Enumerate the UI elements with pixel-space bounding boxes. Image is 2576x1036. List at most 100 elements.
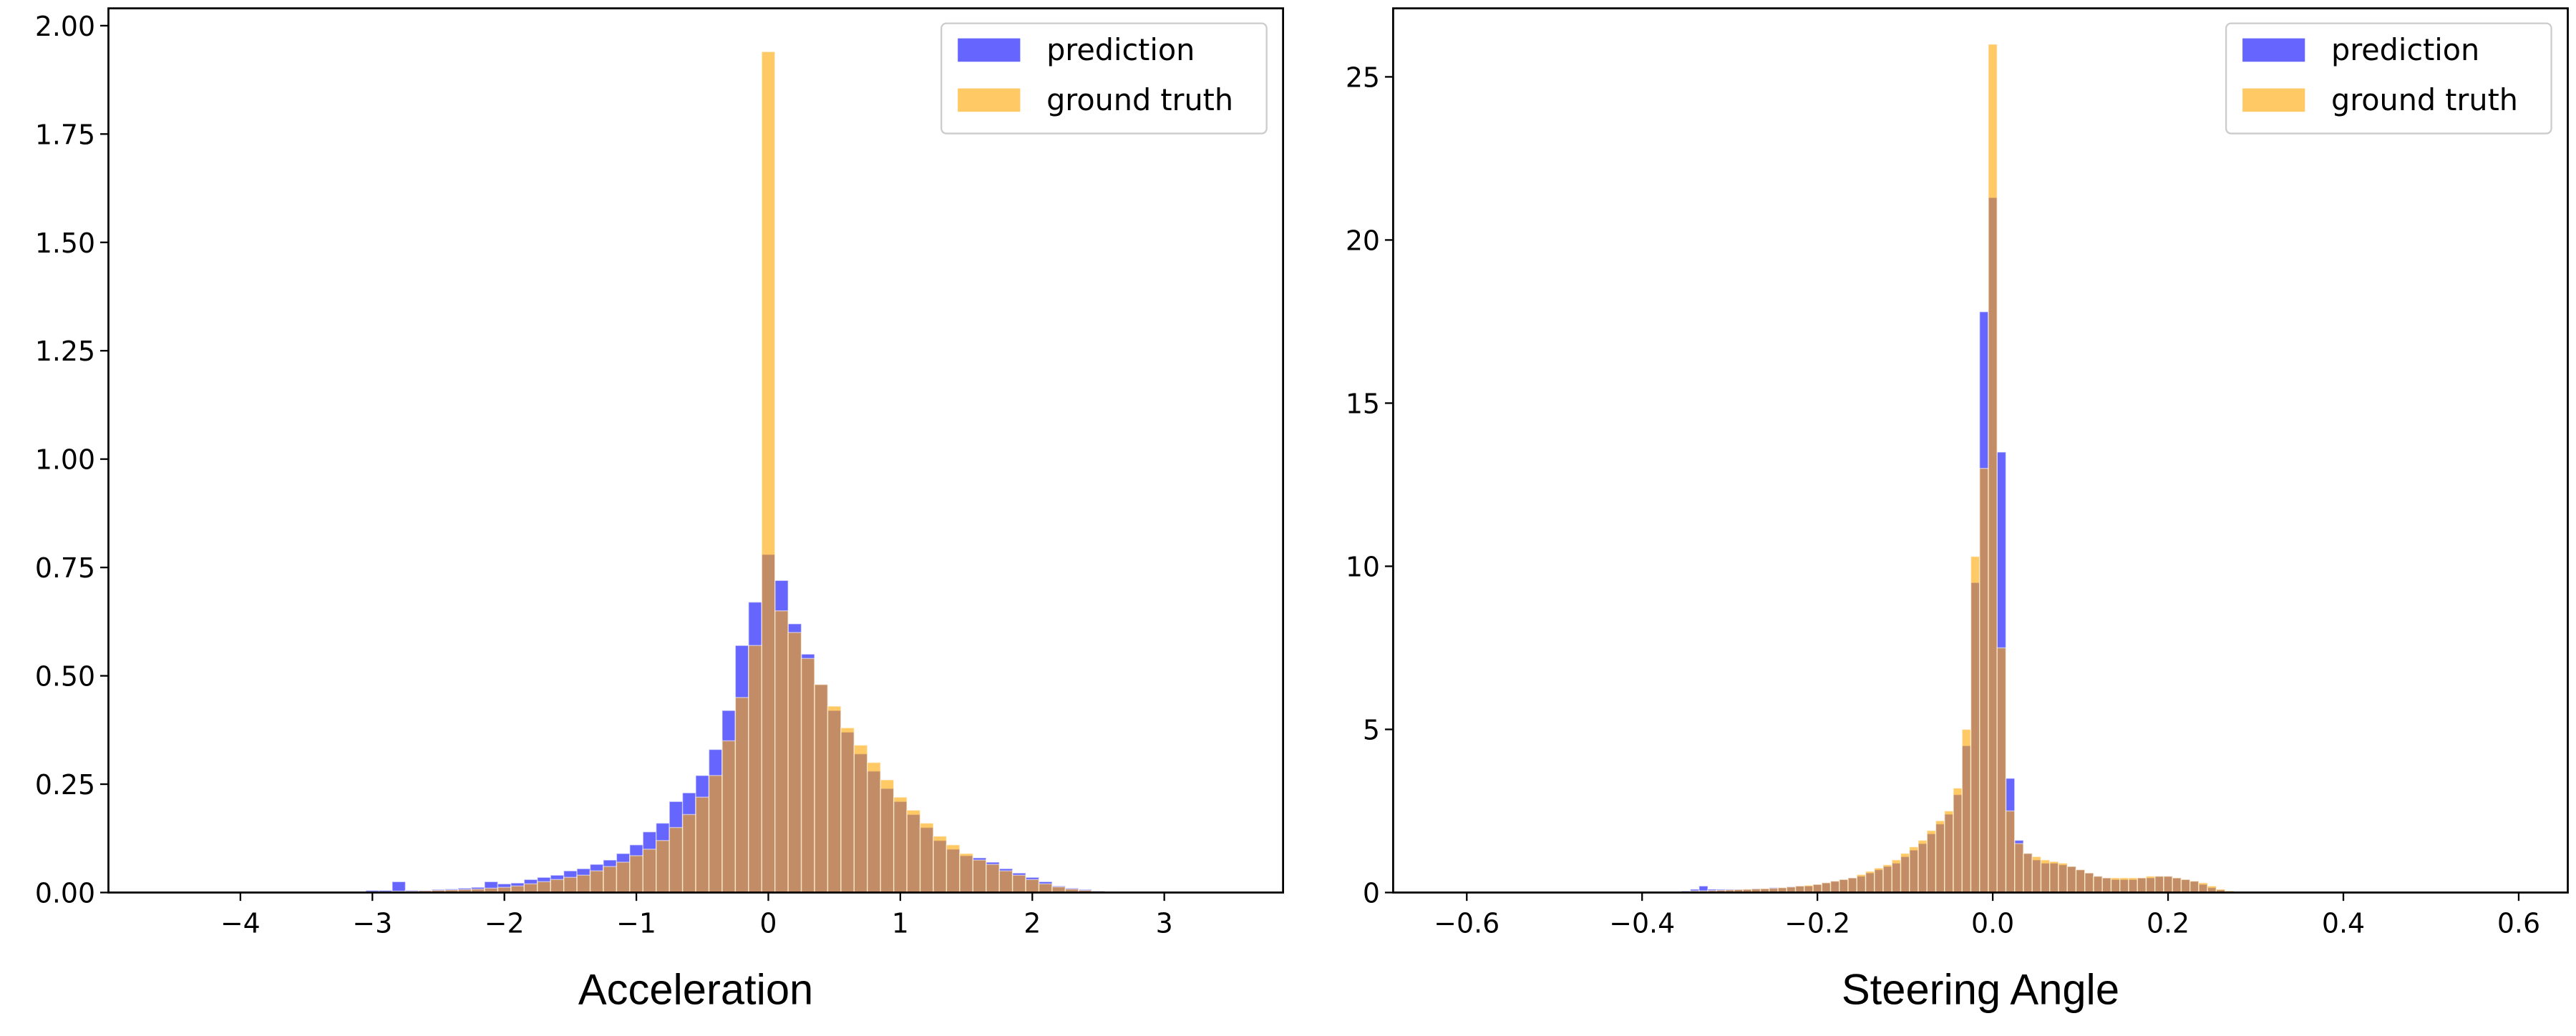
legend: prediction ground truth (941, 22, 1268, 135)
hist-bar (800, 658, 815, 894)
hist-bar (853, 744, 868, 894)
legend-swatch (958, 38, 1021, 62)
hist-bar (1038, 883, 1053, 894)
x-tick-label: 1 (892, 908, 909, 939)
x-tick-label: −4 (220, 908, 261, 939)
y-tick-label: 0.75 (35, 553, 95, 585)
y-tick-label: 15 (1346, 388, 1380, 420)
hist-bar (1918, 839, 1928, 894)
hist-bar (1829, 880, 1840, 894)
hist-bar (563, 876, 578, 894)
hist-bar (880, 779, 895, 894)
hist-bar (2128, 877, 2138, 894)
hist-bar (1011, 874, 1026, 894)
hist-bar (734, 697, 749, 894)
hist-bar (1882, 864, 1892, 894)
hist-bar (1970, 556, 1980, 894)
y-tick-label: 1.00 (35, 444, 95, 476)
hist-bar (1996, 647, 2007, 894)
hist-bar (2075, 869, 2086, 894)
legend-swatch (2242, 88, 2305, 112)
hist-bar (523, 883, 538, 894)
hist-bar (2005, 810, 2016, 894)
hist-bar (681, 813, 696, 894)
legend-swatch (2242, 38, 2305, 62)
hist-bar (669, 826, 684, 894)
hist-bar (1812, 884, 1822, 894)
x-tick-label: −2 (485, 908, 525, 939)
x-tick-label: −0.6 (1434, 908, 1500, 939)
hist-bar (787, 632, 802, 894)
x-tick-label: 0 (759, 908, 777, 939)
hist-bar (972, 859, 987, 894)
hist-bar (2154, 875, 2164, 894)
x-tick-label: 3 (1156, 908, 1173, 939)
hist-bar (642, 849, 657, 894)
x-tick-label: 0.4 (2322, 908, 2365, 939)
hist-bar (656, 840, 670, 894)
legend-box (941, 22, 1268, 135)
hist-bar (708, 775, 723, 894)
hist-bar (695, 796, 710, 894)
y-tick-label: 20 (1346, 225, 1380, 257)
hist-bar (906, 809, 921, 894)
y-tick-label: 5 (1363, 715, 1380, 746)
y-tick-label: 1.25 (35, 336, 95, 368)
hist-bar (550, 879, 565, 894)
hist-bar (2014, 843, 2024, 894)
hist-bar (2198, 882, 2208, 894)
hist-bar (761, 51, 776, 894)
hist-bar (1909, 846, 1919, 894)
hist-bar (1856, 874, 1867, 894)
hist-bar (1804, 884, 1814, 894)
legend-box (2225, 22, 2552, 135)
hist-bar (959, 853, 973, 894)
y-tick-label: 0.00 (35, 878, 95, 909)
hist-bar (1839, 879, 1849, 894)
hist-bar (537, 881, 551, 894)
hist-bar (946, 844, 961, 894)
legend-label: prediction (1046, 32, 1195, 67)
hist-bar (1865, 871, 1875, 894)
hist-bar (2023, 853, 2033, 894)
hist-bar (1988, 44, 1998, 894)
x-tick-label: 0.0 (1971, 908, 2014, 939)
x-tick-label: −3 (352, 908, 392, 939)
hist-bar (2137, 877, 2147, 894)
hist-bar (1821, 882, 1832, 894)
hist-bar (589, 870, 604, 894)
axes-frame (1392, 7, 2569, 894)
y-tick-label: 0.25 (35, 770, 95, 801)
hist-bar (827, 705, 842, 894)
x-axis-label: Steering Angle (1842, 965, 2119, 1014)
hist-bar (2084, 872, 2094, 894)
legend: prediction ground truth (2225, 22, 2552, 135)
hist-bar (774, 610, 789, 894)
y-tick-label: 10 (1346, 552, 1380, 583)
x-tick-label: 2 (1024, 908, 1041, 939)
hist-bar (2180, 879, 2191, 894)
hist-bar (1926, 830, 1937, 894)
hist-bar (2110, 877, 2121, 894)
hist-bar (814, 683, 829, 894)
hist-bar (1847, 877, 1857, 894)
hist-bar (867, 762, 881, 894)
hist-bar (919, 822, 934, 894)
hist-bar (1961, 728, 1972, 894)
hist-bar (2066, 866, 2077, 894)
y-tick-label: 0 (1363, 878, 1380, 909)
axes-frame (107, 7, 1284, 894)
hist-bar (2049, 861, 2059, 894)
legend-label: ground truth (1046, 82, 1233, 117)
hist-bar (2172, 877, 2182, 894)
x-tick-label: 0.6 (2497, 908, 2540, 939)
y-tick-label: 25 (1346, 62, 1380, 94)
hist-bar (2101, 877, 2112, 894)
hist-bar (603, 866, 618, 894)
hist-bar (2145, 875, 2156, 894)
hist-bar (1025, 879, 1040, 894)
hist-bar (629, 855, 643, 894)
hist-bar (893, 796, 908, 894)
hist-bar (986, 864, 1000, 894)
x-tick-label: 0.2 (2147, 908, 2189, 939)
